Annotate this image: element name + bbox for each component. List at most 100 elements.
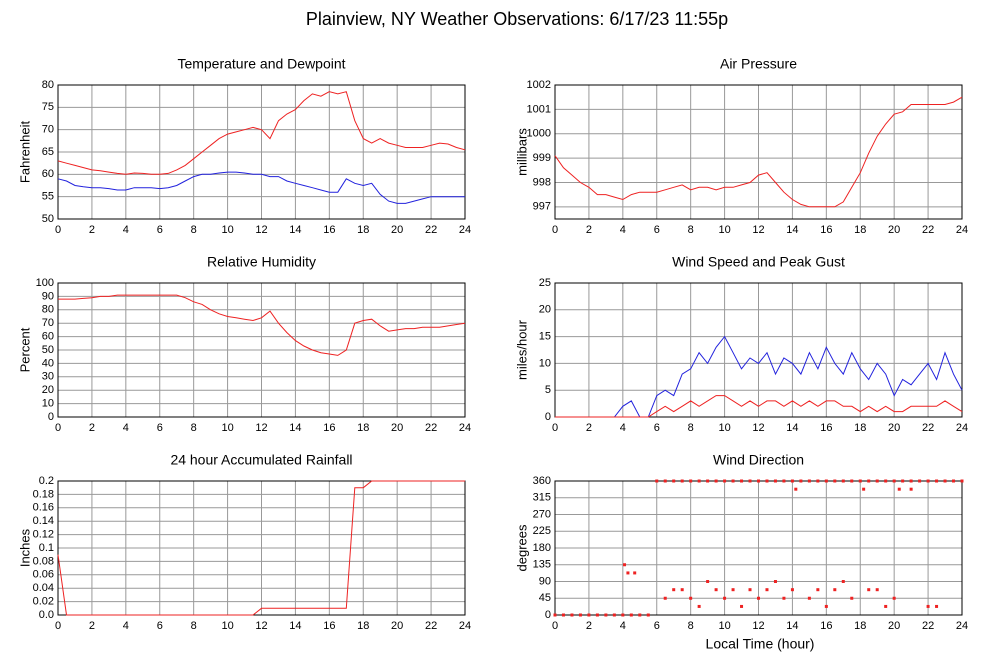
x-tick-label: 22 xyxy=(425,620,437,632)
point xyxy=(714,588,718,592)
point xyxy=(623,563,627,567)
point xyxy=(960,479,964,483)
point xyxy=(884,604,888,608)
x-tick-label: 4 xyxy=(123,224,129,236)
y-tick-label: 1002 xyxy=(527,79,551,91)
x-tick-label: 20 xyxy=(391,620,403,632)
y-tick-label: 25 xyxy=(539,277,551,289)
point xyxy=(663,596,667,600)
point xyxy=(553,613,557,617)
y-tick-label: 10 xyxy=(539,357,551,369)
point xyxy=(773,580,777,583)
point xyxy=(875,479,879,483)
x-tick-label: 0 xyxy=(552,620,558,632)
y-tick-label: 50 xyxy=(42,344,54,356)
point xyxy=(862,487,866,491)
y-tick-label: 55 xyxy=(42,191,54,203)
y-tick-label: 999 xyxy=(533,152,551,164)
y-axis-label: Percent xyxy=(17,327,32,372)
point xyxy=(748,588,752,592)
point xyxy=(867,588,871,592)
x-tick-label: 12 xyxy=(255,422,267,434)
x-tick-label: 4 xyxy=(123,620,129,632)
y-tick-label: 0 xyxy=(545,411,551,423)
point xyxy=(697,479,701,483)
series-line xyxy=(57,91,466,175)
point xyxy=(858,479,862,483)
y-tick-label: 0.08 xyxy=(33,555,54,567)
x-tick-label: 6 xyxy=(157,620,163,632)
y-tick-label: 0.06 xyxy=(33,569,54,581)
point xyxy=(740,479,744,483)
y-tick-label: 20 xyxy=(42,384,54,396)
point xyxy=(935,604,939,608)
plot-frame xyxy=(554,282,963,418)
x-tick-label: 16 xyxy=(820,620,832,632)
x-tick-label: 2 xyxy=(89,422,95,434)
series-line xyxy=(554,96,963,208)
x-tick-label: 6 xyxy=(157,422,163,434)
point xyxy=(723,596,727,600)
x-tick-label: 12 xyxy=(752,620,764,632)
series-line xyxy=(57,480,465,616)
x-tick-label: 4 xyxy=(123,422,129,434)
x-tick-label: 12 xyxy=(255,224,267,236)
y-tick-label: 180 xyxy=(533,542,551,554)
point xyxy=(646,613,650,617)
x-tick-label: 24 xyxy=(956,620,968,632)
point xyxy=(561,613,565,617)
point xyxy=(892,479,896,483)
panel-title: Air Pressure xyxy=(720,56,797,72)
x-tick-label: 18 xyxy=(854,620,866,632)
y-tick-label: 0.02 xyxy=(33,596,54,608)
x-tick-label: 22 xyxy=(922,620,934,632)
point xyxy=(943,479,947,483)
point xyxy=(833,479,837,483)
x-tick-label: 6 xyxy=(654,224,660,236)
point xyxy=(663,479,667,483)
point xyxy=(757,596,760,600)
x-tick-label: 4 xyxy=(620,620,626,632)
x-tick-label: 14 xyxy=(289,422,301,434)
point xyxy=(816,588,820,592)
x-tick-label: 20 xyxy=(888,224,900,236)
y-tick-label: 30 xyxy=(42,371,54,383)
point xyxy=(680,479,684,483)
y-tick-label: 15 xyxy=(539,331,551,343)
panel-title: Relative Humidity xyxy=(207,254,316,270)
x-tick-label: 8 xyxy=(191,620,197,632)
series-line xyxy=(555,395,963,418)
series-line xyxy=(57,171,465,204)
y-tick-label: 80 xyxy=(42,304,54,316)
x-tick-label: 10 xyxy=(718,224,730,236)
x-tick-label: 2 xyxy=(586,620,592,632)
y-tick-label: 5 xyxy=(545,384,551,396)
point xyxy=(680,588,684,592)
point xyxy=(799,479,803,483)
x-tick-label: 16 xyxy=(820,224,832,236)
x-tick-label: 16 xyxy=(323,224,335,236)
panel-title: Temperature and Dewpoint xyxy=(177,56,345,72)
point xyxy=(816,479,820,483)
x-tick-label: 24 xyxy=(956,224,968,236)
x-axis-label: Local Time (hour) xyxy=(706,636,815,652)
y-tick-label: 0.14 xyxy=(33,515,54,527)
y-tick-label: 1001 xyxy=(527,103,551,115)
point xyxy=(901,479,905,483)
point xyxy=(672,588,676,592)
point xyxy=(689,596,693,600)
x-tick-label: 16 xyxy=(323,620,335,632)
point xyxy=(621,613,625,617)
x-tick-label: 6 xyxy=(654,620,660,632)
point xyxy=(875,588,879,592)
point xyxy=(833,588,837,592)
x-tick-label: 0 xyxy=(55,422,61,434)
y-tick-label: 45 xyxy=(539,592,551,604)
page-title: Plainview, NY Weather Observations: 6/17… xyxy=(306,9,728,29)
point xyxy=(604,613,608,617)
x-tick-label: 10 xyxy=(221,620,233,632)
y-tick-label: 315 xyxy=(533,492,551,504)
y-tick-label: 998 xyxy=(533,176,551,188)
y-tick-label: 10 xyxy=(42,398,54,410)
point xyxy=(697,604,701,608)
